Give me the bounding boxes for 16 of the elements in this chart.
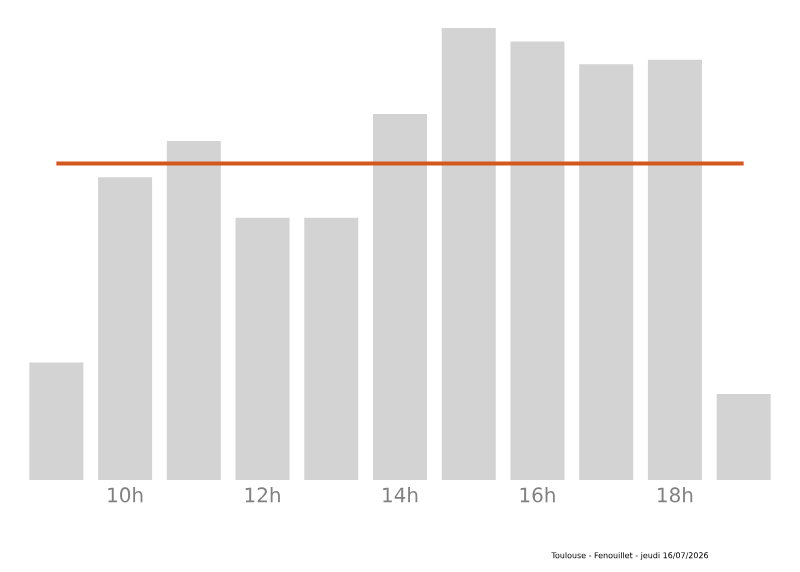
bar	[647, 59, 702, 480]
x-tick-label: 14h	[383, 487, 418, 503]
x-tick-label: 10h	[108, 487, 143, 503]
bar	[304, 217, 359, 480]
bar	[98, 177, 153, 480]
bar	[373, 113, 428, 480]
bar	[716, 394, 771, 480]
bar	[579, 64, 634, 480]
bar	[510, 41, 565, 480]
bar	[166, 140, 221, 480]
x-tick-label: 18h	[658, 487, 693, 503]
bar	[29, 362, 84, 480]
x-tick-label: 16h	[520, 487, 555, 503]
bar	[235, 217, 290, 480]
bar	[441, 27, 496, 480]
x-tick-label: 12h	[245, 487, 280, 503]
